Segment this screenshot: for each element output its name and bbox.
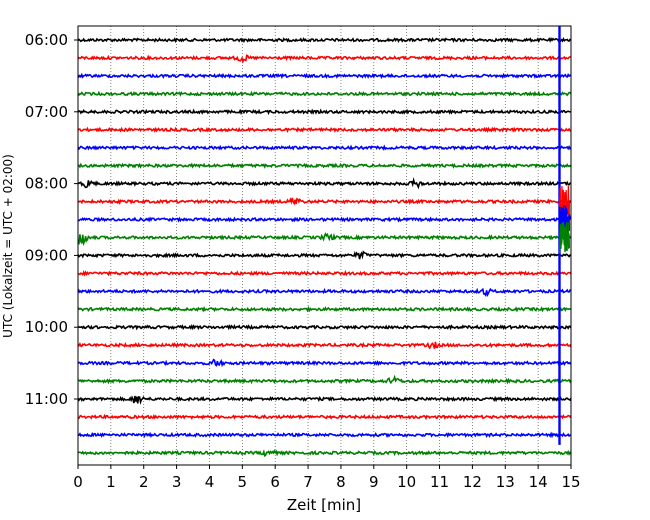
x-tick-label: 8 [336,473,346,491]
y-axis-ticks: 06:00 07:00 08:00 09:00 10:00 11:00 [25,31,78,408]
trace-row [77,213,572,228]
trace-row [77,54,572,64]
y-tick-label: 10:00 [25,318,68,336]
trace-row [77,232,572,247]
trace-row [77,37,572,44]
y-tick-label: 07:00 [25,103,68,121]
x-tick-label: 4 [205,473,215,491]
x-tick-label: 13 [496,473,515,491]
trace-row [77,108,572,116]
trace-row [77,413,572,421]
trace-row [77,358,572,368]
trace-row [77,431,572,439]
x-tick-label: 15 [561,473,580,491]
y-tick-label: 06:00 [25,31,68,49]
trace-row [77,305,572,313]
trace-row [77,269,572,277]
x-tick-label: 7 [303,473,313,491]
x-tick-label: 5 [238,473,248,491]
trace-row [77,126,572,134]
trace-row [77,250,572,260]
trace-row [77,162,572,169]
plot-frame [77,25,572,466]
x-tick-label: 3 [172,473,182,491]
x-tick-label: 0 [73,473,83,491]
x-tick-label: 12 [463,473,482,491]
trace-row [77,177,572,190]
x-tick-label: 9 [369,473,379,491]
x-tick-label: 6 [270,473,280,491]
trace-row [77,144,572,151]
x-axis-ticks: 0 1 2 3 4 5 6 7 8 9 10 11 12 13 14 15 [73,465,581,491]
y-tick-label: 11:00 [25,390,68,408]
x-tick-label: 14 [529,473,548,491]
trace-row [77,72,572,80]
x-axis-label: Zeit [min] [287,496,361,514]
trace-row [77,287,572,298]
trace-row [77,324,572,331]
trace-row [77,395,572,405]
trace-row [77,341,572,350]
trace-row [77,90,572,97]
trace-row [77,374,572,385]
y-tick-label: 08:00 [25,175,68,193]
y-axis-label: UTC (Lokalzeit = UTC + 02:00) [1,154,15,338]
earthquake-signal [558,26,571,445]
x-tick-label: 2 [139,473,149,491]
trace-row [77,197,572,206]
event-burst [558,222,571,254]
y-tick-label: 09:00 [25,246,68,264]
x-tick-label: 10 [397,473,416,491]
seismic-traces [77,37,572,458]
trace-row [77,449,572,458]
x-tick-label: 11 [430,473,449,491]
x-tick-label: 1 [106,473,116,491]
